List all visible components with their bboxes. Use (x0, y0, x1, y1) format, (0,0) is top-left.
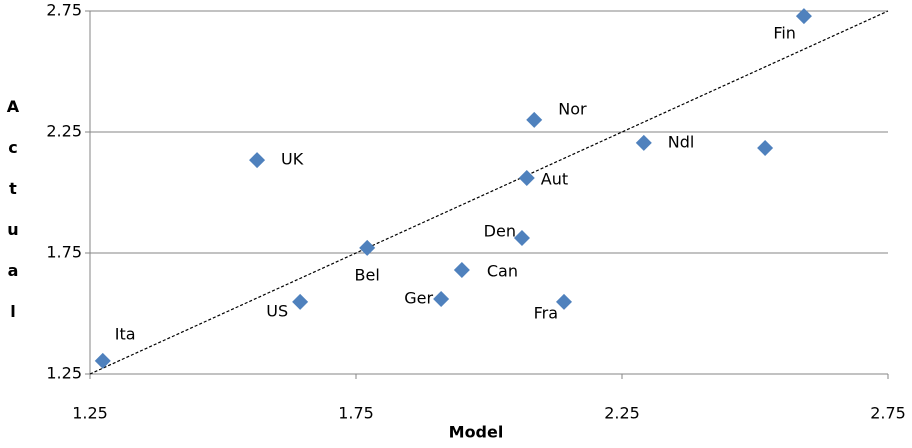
point (292, 293, 309, 310)
point (556, 293, 573, 310)
point-label: Fra (534, 303, 558, 322)
reference-line (89, 10, 889, 375)
x-tick-label: 2.75 (870, 404, 906, 423)
y-tick-label: 2.25 (46, 122, 82, 141)
y-tick-label: 1.25 (46, 364, 82, 383)
point (249, 152, 266, 169)
point-label: Ita (115, 324, 136, 343)
point (518, 169, 535, 186)
point-label: Fin (773, 24, 796, 43)
point (757, 139, 774, 156)
point (359, 239, 376, 256)
point (453, 261, 470, 278)
y-axis-label: Actual (4, 97, 23, 343)
point-label: Aut (541, 169, 568, 188)
point-label: UK (281, 150, 304, 169)
point-label: Den (484, 221, 516, 240)
x-tick-label: 2.25 (604, 404, 640, 423)
x-axis-label: Model (449, 423, 504, 442)
point-label: Bel (355, 265, 380, 284)
point-label: Nor (558, 99, 587, 118)
point (635, 134, 652, 151)
point (433, 290, 450, 307)
point (94, 352, 111, 369)
y-tick-label: 2.75 (46, 1, 82, 20)
point-label: Ger (404, 288, 433, 307)
point (795, 8, 812, 25)
y-tick-label: 1.75 (46, 243, 82, 262)
point (526, 111, 543, 128)
point-label: Can (487, 261, 518, 280)
x-tick-label: 1.25 (72, 404, 108, 423)
x-tick-label: 1.75 (338, 404, 374, 423)
point-label: US (266, 301, 288, 320)
point-label: Ndl (668, 132, 695, 151)
point (513, 229, 530, 246)
